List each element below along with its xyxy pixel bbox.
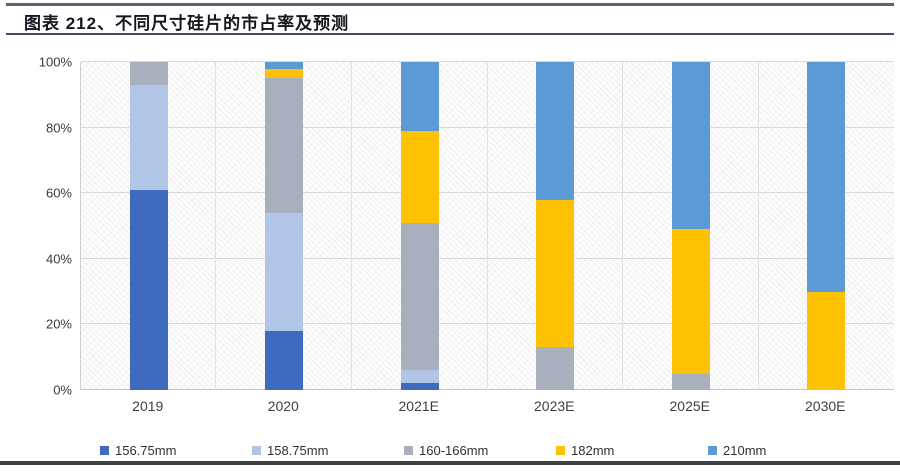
stacked-bar-2030E — [807, 62, 846, 390]
y-axis-tick-label: 80% — [45, 120, 72, 136]
bar-segment-158.75mm — [265, 212, 304, 331]
legend-item-182mm: 182mm — [556, 440, 708, 460]
y-axis: 100% 80% 60% 40% 20% 0% — [0, 55, 72, 398]
legend-label: 160-166mm — [419, 442, 489, 458]
legend-label: 210mm — [723, 442, 767, 458]
y-axis-tick-label: 0% — [53, 382, 72, 398]
y-axis-tick-label: 20% — [45, 316, 72, 332]
legend: 156.75mm 158.75mm 160-166mm 182mm 210mm — [100, 440, 860, 460]
legend-swatch-icon — [556, 445, 565, 455]
legend-item-158.75mm: 158.75mm — [252, 440, 404, 460]
bar-segment-210mm — [400, 62, 439, 131]
bar-segment-182mm — [671, 229, 710, 374]
h-gridline — [81, 192, 894, 194]
bar-segment-210mm — [536, 62, 575, 200]
legend-item-210mm: 210mm — [708, 440, 860, 460]
x-axis: 2019 2020 2021E 2023E 2025E 2030E — [80, 398, 893, 418]
bar-segment-182mm — [807, 291, 846, 390]
h-gridline — [81, 257, 894, 259]
stacked-bar-2023E — [536, 62, 575, 390]
v-gridline — [757, 62, 759, 390]
v-gridline — [486, 62, 488, 390]
bar-segment-182mm — [536, 199, 575, 348]
plot-area — [80, 61, 894, 390]
v-gridline — [621, 62, 623, 390]
x-axis-tick-label: 2025E — [669, 398, 710, 414]
stacked-bar-2021E — [400, 62, 439, 390]
legend-item-160-166mm: 160-166mm — [404, 440, 556, 460]
bar-segment-158.75mm — [129, 84, 168, 190]
x-axis-tick-label: 2020 — [267, 398, 299, 414]
bar-segment-210mm — [265, 62, 304, 69]
bar-segment-156.75mm — [400, 383, 439, 390]
h-gridline — [81, 61, 894, 62]
legend-swatch-icon — [100, 445, 109, 455]
bar-segment-160-166mm — [400, 222, 439, 371]
h-gridline — [81, 126, 894, 128]
legend-swatch-icon — [404, 445, 413, 455]
top-rule — [6, 3, 894, 6]
v-gridline — [350, 62, 352, 390]
stacked-bar-2025E — [671, 62, 710, 390]
legend-item-156.75mm: 156.75mm — [100, 440, 252, 460]
y-axis-tick-label: 40% — [45, 251, 72, 267]
bar-segment-210mm — [807, 62, 846, 292]
stacked-bar-2020 — [265, 62, 304, 390]
legend-swatch-icon — [708, 445, 717, 455]
x-axis-tick-label: 2030E — [805, 398, 846, 414]
bar-segment-160-166mm — [129, 62, 168, 85]
bar-segment-182mm — [400, 130, 439, 223]
x-axis-tick-label: 2021E — [398, 398, 439, 414]
x-axis-tick-label: 2023E — [534, 398, 575, 414]
bar-segment-156.75mm — [265, 330, 304, 390]
page-title: 图表 212、不同尺寸硅片的市占率及预测 — [24, 14, 350, 33]
h-gridline — [81, 389, 894, 390]
bar-segment-210mm — [671, 62, 710, 230]
legend-label: 182mm — [571, 442, 615, 458]
bar-segment-158.75mm — [400, 370, 439, 384]
bar-segment-156.75mm — [129, 189, 168, 390]
bar-segment-160-166mm — [265, 78, 304, 213]
legend-label: 156.75mm — [115, 442, 177, 458]
bar-segment-160-166mm — [536, 347, 575, 390]
h-gridline — [81, 323, 894, 325]
bar-segment-160-166mm — [671, 373, 710, 390]
stacked-bar-2019 — [129, 62, 168, 390]
y-axis-tick-label: 60% — [45, 185, 72, 201]
bottom-rule — [0, 461, 900, 465]
y-axis-tick-label: 100% — [38, 54, 72, 70]
v-gridline — [215, 62, 217, 390]
x-axis-tick-label: 2019 — [132, 398, 164, 414]
legend-swatch-icon — [252, 445, 261, 455]
bar-segment-182mm — [265, 68, 304, 79]
title-underline — [6, 33, 894, 35]
legend-label: 158.75mm — [267, 442, 329, 458]
